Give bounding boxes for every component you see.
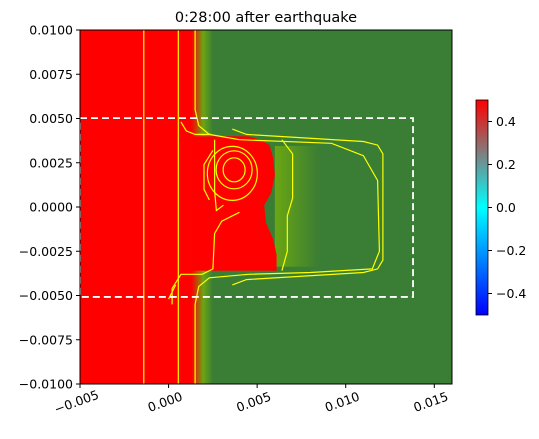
y-tick-label: 0.0100: [29, 23, 73, 38]
y-tick-label: −0.0025: [19, 244, 73, 259]
colorbar-tick-label: 0.2: [496, 157, 516, 172]
x-tick-label: 0.015: [411, 389, 450, 415]
y-tick-label: −0.0075: [19, 332, 73, 347]
field-island-gradient: [275, 146, 319, 267]
x-tick-label: 0.005: [234, 389, 273, 415]
colorbar: [476, 100, 488, 315]
y-tick-label: −0.0100: [19, 377, 73, 392]
colorbar-tick-label: −0.4: [496, 286, 526, 301]
field-high-bump: [192, 136, 277, 271]
y-tick-label: 0.0050: [29, 111, 73, 126]
colorbar-tick-label: 0.4: [496, 114, 516, 129]
y-tick-label: 0.0075: [29, 67, 73, 82]
chart-title: 0:28:00 after earthquake: [175, 10, 357, 26]
x-axis: −0.005 0.000 0.005 0.010 0.015: [52, 384, 450, 417]
field-high-region: [80, 30, 192, 384]
heatmap-field: [80, 30, 452, 384]
x-tick-label: 0.010: [323, 389, 362, 415]
y-tick-label: 0.0025: [29, 155, 73, 170]
y-tick-label: 0.0000: [29, 200, 73, 215]
y-tick-label: −0.0050: [19, 288, 73, 303]
x-tick-label: 0.000: [146, 389, 185, 415]
colorbar-ticks: 0.4 0.2 0.0 −0.2 −0.4: [488, 114, 526, 301]
y-axis: 0.0100 0.0075 0.0050 0.0025 0.0000 −0.0025 −0.…: [19, 23, 80, 392]
colorbar-tick-label: 0.0: [496, 200, 516, 215]
colorbar-tick-label: −0.2: [496, 243, 526, 258]
